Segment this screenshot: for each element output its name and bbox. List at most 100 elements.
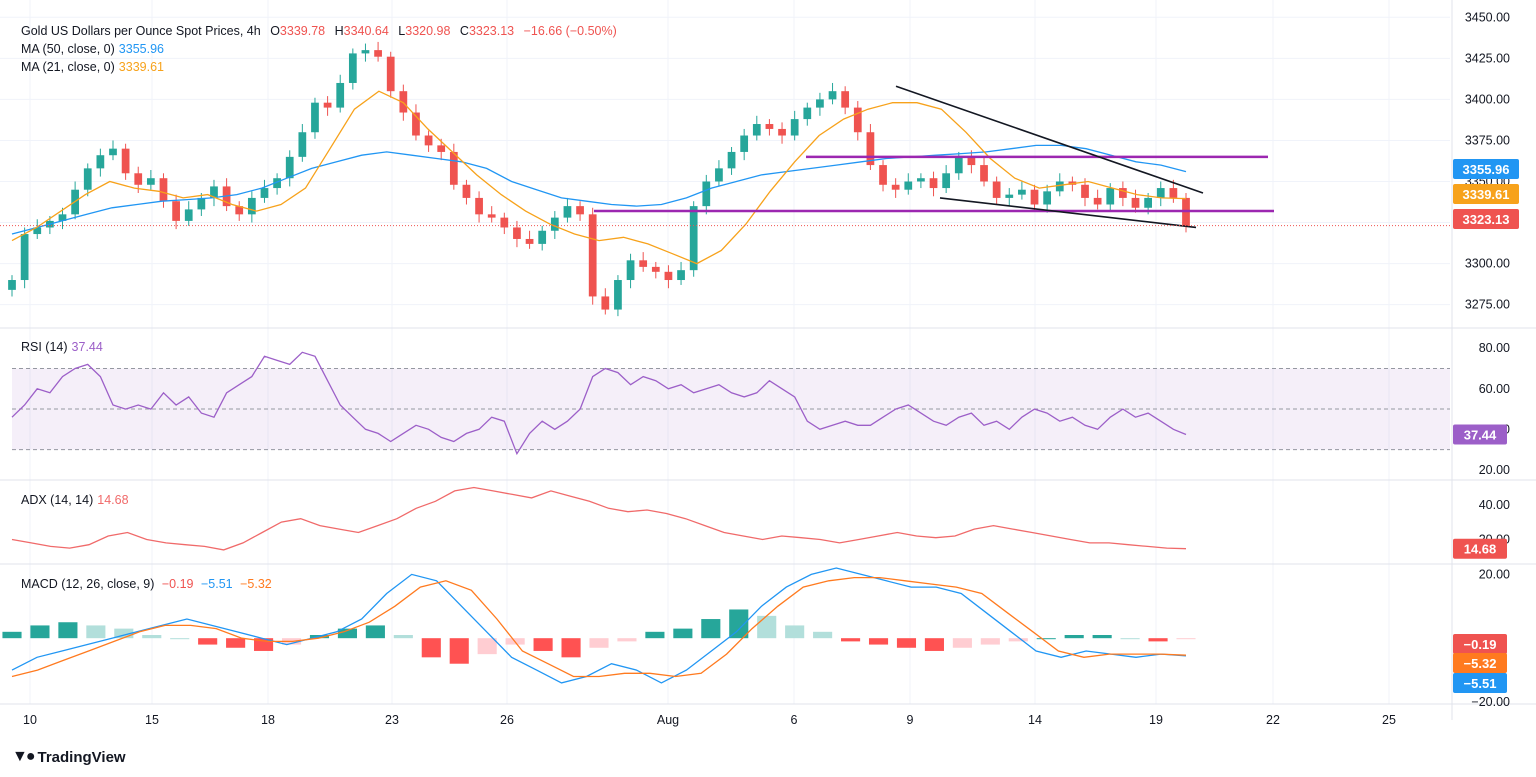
macd-histogram-bar	[673, 628, 693, 639]
price-tick-label: 3375.00	[1465, 133, 1510, 147]
candle-body	[803, 107, 812, 120]
price-tag-label: 3339.61	[1463, 187, 1510, 202]
macd-hist-value: −0.19	[161, 577, 194, 591]
candle-body	[942, 173, 951, 189]
candle-body	[197, 197, 206, 210]
macd-tick-label: −20.00	[1471, 695, 1510, 709]
macd-histogram-bar	[785, 625, 805, 639]
adx-tick-label: 40.00	[1479, 498, 1510, 512]
macd-tag	[1453, 634, 1507, 654]
candle-body	[778, 128, 786, 136]
candle-body	[172, 201, 180, 221]
close-value: 3323.13	[468, 24, 515, 38]
macd-histogram-bar	[1092, 635, 1112, 639]
adx-tag-label: 14.68	[1464, 542, 1497, 557]
macd-tag	[1453, 653, 1507, 673]
rsi-band-fill	[12, 368, 1450, 450]
macd-tag-label: −0.19	[1464, 637, 1497, 652]
rsi-label: RSI (14)	[21, 340, 68, 354]
x-tick-label: 10	[23, 713, 37, 727]
candle-body	[601, 296, 610, 310]
candle-body	[576, 206, 584, 215]
candle-body	[752, 124, 761, 136]
rsi-tag-label: 37.44	[1464, 428, 1497, 443]
ma50-label: MA (50, close, 0)	[21, 42, 115, 56]
rsi-pane	[11, 351, 1450, 456]
adx-label: ADX (14, 14)	[21, 493, 94, 507]
candle-body	[853, 107, 862, 133]
candle-body	[374, 50, 382, 57]
rsi-value: 37.44	[71, 340, 103, 354]
candle-body	[323, 102, 332, 108]
price-legend: Gold US Dollars per Ounce Spot Prices, 4…	[21, 22, 617, 76]
macd-histogram-bar	[645, 631, 665, 639]
rsi-tick-label: 20.00	[1479, 463, 1510, 477]
price-tag	[1453, 159, 1519, 179]
candle-body	[765, 124, 774, 129]
candle-body	[8, 280, 16, 290]
candle-body	[424, 135, 433, 146]
macd-histogram-bar	[533, 638, 553, 651]
candle-body	[651, 266, 660, 272]
adx-value: 14.68	[97, 493, 129, 507]
tradingview-logo[interactable]: ▼● TradingView	[12, 748, 126, 766]
ma50-line	[11, 144, 1187, 235]
macd-tick-label: 20.00	[1479, 567, 1510, 581]
ma21-value: 3339.61	[118, 60, 164, 74]
y-axis-labels: 3275.003300.003325.003350.003375.003400.…	[1453, 10, 1519, 709]
rsi-line	[11, 351, 1187, 456]
candle-body	[828, 91, 837, 100]
candle-body	[740, 135, 749, 152]
macd-histogram-bar	[142, 635, 162, 639]
macd-histogram-bar	[729, 609, 749, 639]
x-axis-labels: 10 15 18 23 26 Aug 6 9 14 19 22 25	[23, 713, 1396, 727]
candle-body	[1131, 197, 1140, 208]
candle-body	[1144, 197, 1153, 208]
x-tick-label: 15	[145, 713, 159, 727]
tradingview-logo-text: TradingView	[37, 748, 126, 766]
macd-histogram-bar	[868, 638, 889, 645]
candle-body	[58, 214, 67, 221]
x-tick-label: 14	[1028, 713, 1042, 727]
candle-body	[550, 217, 559, 231]
macd-histogram-bar	[30, 625, 50, 639]
high-value: 3340.64	[343, 24, 389, 38]
rsi-tick-label: 80.00	[1479, 341, 1510, 355]
candle-body	[866, 132, 875, 166]
macd-value: −5.51	[201, 577, 233, 591]
candle-body	[525, 238, 534, 244]
candle-body	[33, 227, 42, 235]
low-label: L	[398, 24, 406, 38]
macd-line	[11, 567, 1187, 684]
candle-body	[879, 165, 887, 185]
price-tag-label: 3355.96	[1463, 162, 1510, 177]
price-tick-label: 3275.00	[1465, 298, 1510, 312]
macd-histogram-bar	[1176, 638, 1196, 640]
macd-histogram-bar	[170, 638, 190, 640]
close-label: C	[459, 24, 469, 38]
candle-body	[361, 50, 370, 54]
price-tick-label: 3425.00	[1465, 51, 1510, 65]
rsi-tag	[1453, 424, 1507, 445]
high-label: H	[334, 24, 344, 38]
candle-body	[689, 206, 698, 271]
signal-line	[11, 576, 1187, 678]
adx-legend: ADX (14, 14) 14.68	[21, 491, 129, 509]
lower-trendline	[939, 197, 1197, 229]
candle-body	[399, 91, 408, 113]
candle-body	[588, 214, 597, 297]
macd-histogram-bar	[198, 638, 218, 645]
price-tick-label: 3300.00	[1465, 257, 1510, 271]
open-value: 3339.78	[279, 24, 326, 38]
price-tag-label: 3323.13	[1463, 212, 1510, 227]
candle-body	[626, 260, 635, 281]
candle-body	[121, 148, 130, 174]
macd-histogram-bar	[813, 631, 833, 639]
candle-body	[664, 271, 673, 281]
candle-body	[159, 178, 168, 202]
candle-body	[273, 178, 281, 189]
candle-body	[904, 181, 913, 190]
candle-body	[1106, 188, 1115, 205]
macd-tag-label: −5.32	[1464, 656, 1497, 671]
